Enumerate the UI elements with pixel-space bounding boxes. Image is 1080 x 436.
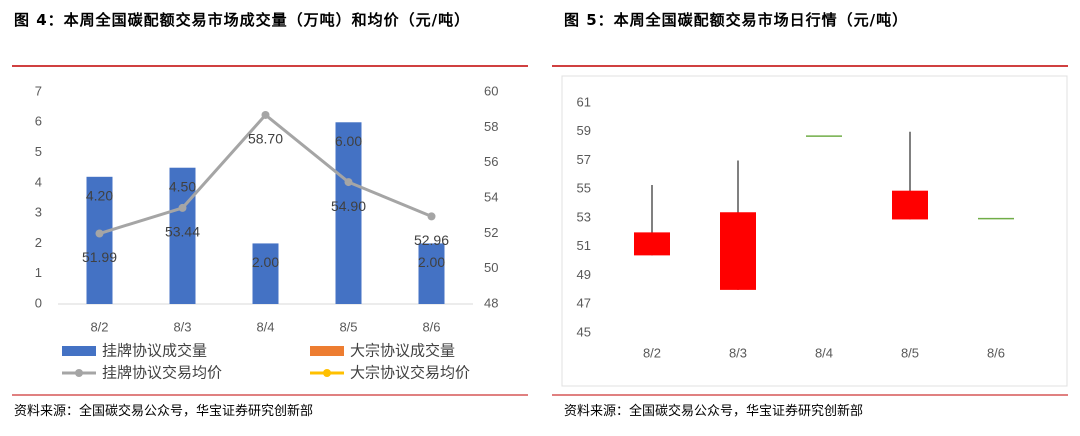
x-tick-label: 8/3 (173, 319, 191, 334)
y2-tick-label: 50 (484, 260, 498, 275)
data-label: 2.00 (252, 254, 279, 270)
y-tick-label: 49 (577, 267, 591, 282)
legend-label: 大宗协议成交量 (350, 342, 455, 360)
legend-swatch (75, 369, 83, 377)
x-tick-label: 8/6 (422, 319, 440, 334)
data-label: 52.96 (414, 232, 449, 248)
y-tick-label: 47 (577, 296, 591, 311)
y-tick-label: 51 (577, 238, 591, 253)
y2-tick-label: 60 (484, 83, 498, 98)
x-tick-label: 8/5 (339, 319, 357, 334)
source: 资料来源：全国碳交易公众号，华宝证券研究创新部 (564, 404, 864, 419)
legend-swatch (310, 346, 344, 356)
y-tick-label: 0 (35, 295, 42, 310)
data-label: 2.00 (418, 254, 445, 270)
candle-body (720, 212, 756, 290)
x-tick-label: 8/5 (901, 345, 919, 360)
y-tick-label: 2 (35, 235, 42, 250)
data-label: 54.90 (331, 198, 366, 214)
y-tick-label: 7 (35, 83, 42, 98)
y2-tick-label: 48 (484, 295, 498, 310)
point (178, 203, 187, 212)
y2-tick-label: 52 (484, 225, 498, 240)
chart-frame (561, 75, 1068, 387)
y-tick-label: 55 (577, 181, 591, 196)
legend-swatch (323, 369, 331, 377)
data-label: 4.20 (86, 188, 113, 204)
data-label: 58.70 (248, 131, 283, 147)
y-tick-label: 45 (577, 324, 591, 339)
x-tick-label: 8/3 (729, 345, 747, 360)
bar (335, 122, 362, 305)
legend-label: 挂牌协议成交量 (102, 342, 207, 360)
y-tick-label: 57 (577, 152, 591, 167)
bar (418, 243, 445, 304)
legend-swatch (62, 346, 96, 356)
data-label: 4.50 (169, 178, 196, 194)
bar (252, 243, 279, 304)
x-tick-label: 8/6 (987, 345, 1005, 360)
legend-label: 挂牌协议交易均价 (102, 364, 222, 382)
y2-tick-label: 56 (484, 154, 498, 169)
chart-title: 图 4：本周全国碳配额交易市场成交量（万吨）和均价（元/吨） (14, 11, 471, 29)
point (95, 229, 104, 238)
x-tick-label: 8/4 (815, 345, 833, 360)
legend-label: 大宗协议交易均价 (350, 364, 470, 382)
chart-title: 图 5：本周全国碳配额交易市场日行情（元/吨） (564, 11, 909, 29)
y-tick-label: 5 (35, 144, 42, 159)
x-tick-label: 8/2 (643, 345, 661, 360)
candle-body (634, 232, 670, 256)
bar (86, 176, 113, 304)
bar (169, 167, 196, 304)
y2-tick-label: 54 (484, 189, 498, 204)
point (261, 110, 270, 119)
y-tick-label: 1 (35, 265, 42, 280)
y-tick-label: 59 (577, 123, 591, 138)
data-label: 53.44 (165, 224, 200, 240)
data-label: 51.99 (82, 249, 117, 265)
point (427, 212, 436, 221)
y-tick-label: 6 (35, 114, 42, 129)
y-tick-label: 3 (35, 205, 42, 220)
x-tick-label: 8/4 (256, 319, 274, 334)
y2-tick-label: 58 (484, 119, 498, 134)
y-tick-label: 53 (577, 209, 591, 224)
y-tick-label: 4 (35, 174, 42, 189)
data-label: 6.00 (335, 133, 362, 149)
candle-body (892, 190, 928, 220)
x-tick-label: 8/2 (90, 319, 108, 334)
point (344, 178, 353, 187)
y-tick-label: 61 (577, 94, 591, 109)
source: 资料来源：全国碳交易公众号，华宝证券研究创新部 (14, 404, 314, 419)
